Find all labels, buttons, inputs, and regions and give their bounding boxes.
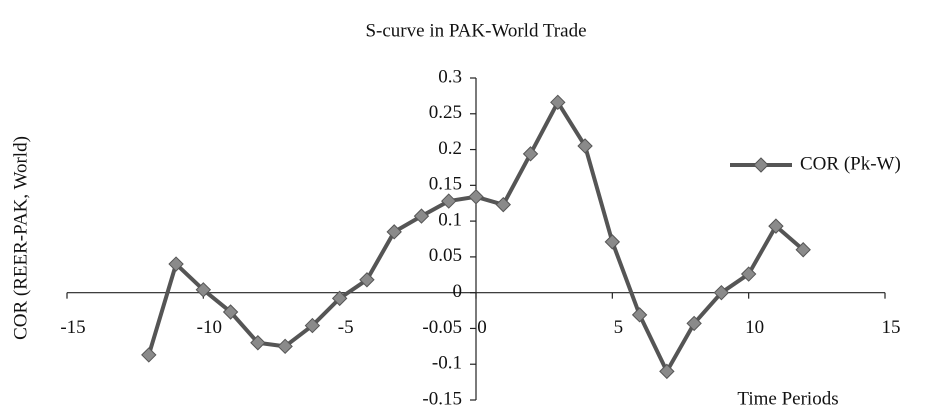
x-tick-label: -10	[197, 317, 222, 338]
y-tick-label: 0.3	[438, 66, 462, 87]
y-tick-label: -0.15	[422, 388, 462, 409]
data-point	[304, 317, 321, 334]
data-point	[495, 196, 511, 213]
y-tick-label: 0.2	[438, 138, 462, 159]
data-point	[386, 224, 402, 240]
data-point	[277, 338, 293, 355]
data-point	[659, 363, 675, 380]
data-point	[168, 256, 184, 272]
data-point	[550, 94, 566, 111]
data-point	[604, 234, 621, 250]
data-point	[713, 284, 730, 301]
data-point	[468, 189, 484, 205]
data-point	[222, 304, 239, 320]
y-tick-label: 0.1	[438, 209, 462, 230]
data-point	[195, 282, 212, 298]
chart-title: S-curve in PAK-World Trade	[365, 20, 586, 41]
y-tick-label: 0.25	[429, 102, 462, 123]
data-point	[768, 218, 784, 234]
data-point	[631, 307, 648, 323]
x-tick-label: 15	[882, 317, 901, 338]
data-point	[250, 335, 266, 351]
x-tick-label: 10	[745, 317, 764, 338]
y-tick-label: 0.15	[429, 174, 462, 195]
data-point	[413, 208, 430, 224]
data-point	[795, 242, 811, 258]
y-axis-label: COR (REER-PAK, World)	[10, 136, 31, 340]
y-tick-label: -0.1	[432, 353, 462, 374]
y-tick-label: -0.05	[422, 317, 462, 338]
data-point	[359, 272, 375, 288]
x-axis-label: Time Periods	[737, 388, 838, 409]
data-point	[522, 146, 539, 162]
x-tick-label: -5	[338, 317, 354, 338]
data-point	[331, 290, 348, 307]
data-point	[441, 193, 457, 209]
x-tick-label: 0	[477, 317, 487, 338]
y-tick-label: 0.05	[429, 245, 462, 266]
legend-label: COR (Pk-W)	[800, 153, 901, 174]
y-tick-label: 0	[453, 281, 463, 302]
data-point	[141, 347, 157, 363]
data-point	[740, 266, 757, 282]
data-point	[577, 138, 593, 154]
x-tick-label: -15	[60, 317, 85, 338]
data-point	[686, 315, 702, 332]
legend-marker	[753, 157, 769, 173]
x-tick-label: 5	[614, 317, 624, 338]
